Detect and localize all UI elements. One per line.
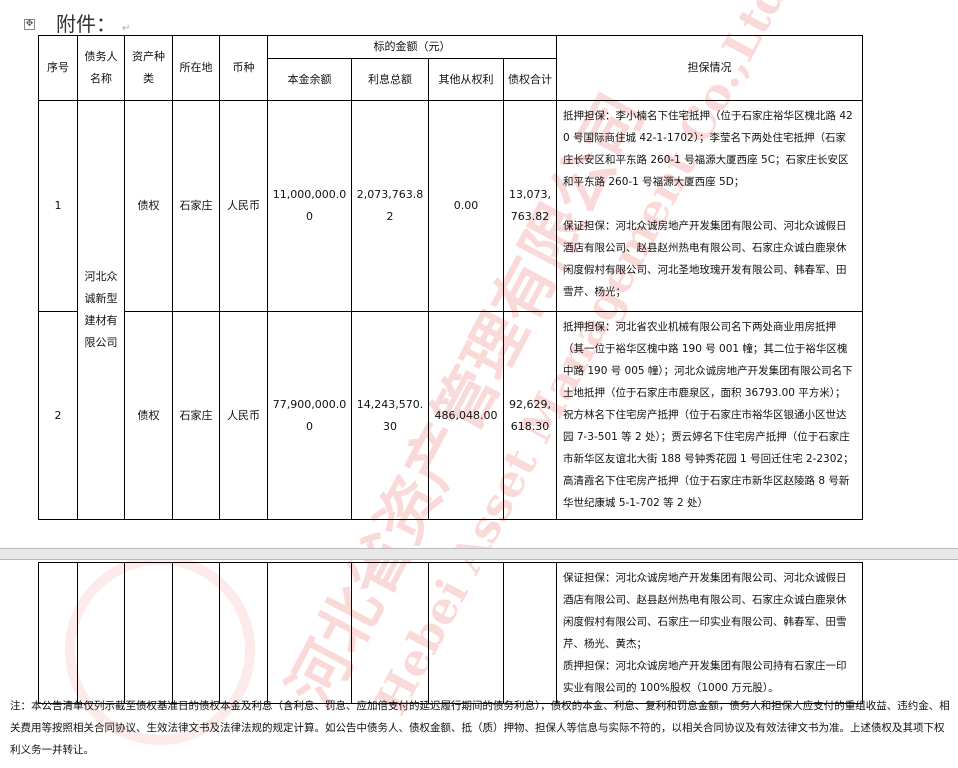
row-currency: 人民币: [219, 100, 268, 312]
row-guarantee-continued: 保证担保：河北众诚房地产开发集团有限公司、河北众诚假日酒店有限公司、赵县赵州热电…: [556, 562, 863, 704]
row-principal: 77,900,000.00: [267, 311, 352, 520]
row-total: 92,629,618.30: [503, 311, 557, 520]
row-location: 石家庄: [172, 100, 220, 312]
row-principal: 11,000,000.00: [267, 100, 352, 312]
debt-table: 序号 债务人名称 资产种类 所在地 币种 标的金额（元） 担保情况 本金余额 利…: [38, 35, 863, 520]
header-debtor: 债务人名称: [77, 35, 125, 101]
header-total: 债权合计: [503, 58, 557, 101]
header-guarantee: 担保情况: [556, 35, 863, 101]
table-row: 1 河北众诚新型建材有限公司 债权 石家庄 人民币 11,000,000.00 …: [38, 100, 863, 520]
debt-table-continued: 保证担保：河北众诚房地产开发集团有限公司、河北众诚假日酒店有限公司、赵县赵州热电…: [38, 562, 863, 704]
row-location: 石家庄: [172, 311, 220, 520]
row-asset-type: 债权: [124, 100, 173, 312]
row-currency: 人民币: [219, 311, 268, 520]
header-other: 其他从权利: [428, 58, 504, 101]
footnote: 注：本公告清单仅列示截至债权基准日的债权本金及利息（含利息、罚息、应加倍支付的延…: [10, 700, 950, 756]
row-other: 486,048.00: [428, 311, 504, 520]
table-row: 2 债权 石家庄 人民币 77,900,000.00 14,243,570.30…: [38, 311, 863, 520]
header-asset-type: 资产种类: [124, 35, 173, 101]
table-row: 保证担保：河北众诚房地产开发集团有限公司、河北众诚假日酒店有限公司、赵县赵州热电…: [38, 562, 863, 704]
header-principal: 本金余额: [267, 58, 352, 101]
header-amount-group: 标的金额（元）: [267, 35, 557, 59]
guarantee-surety: 保证担保：河北众诚房地产开发集团有限公司、河北众诚假日酒店有限公司、赵县赵州热电…: [563, 572, 847, 650]
table-move-handle[interactable]: ✥: [24, 19, 35, 30]
row-other: 0.00: [428, 100, 504, 312]
row-asset-type: 债权: [124, 311, 173, 520]
header-currency: 币种: [219, 35, 268, 101]
debtor-name: 河北众诚新型建材有限公司: [77, 100, 125, 520]
row-seq: 1: [38, 100, 78, 312]
row-guarantee: 抵押担保：河北省农业机械有限公司名下两处商业用房抵押（其一位于裕华区槐中路 19…: [556, 311, 863, 520]
header-seq: 序号: [38, 35, 78, 101]
guarantee-mortgage: 抵押担保：李小楠名下住宅抵押（位于石家庄裕华区槐北路 420 号国际商住城 42…: [563, 110, 853, 188]
header-interest: 利息总额: [351, 58, 429, 101]
guarantee-pledge: 质押担保：河北众诚房地产开发集团有限公司持有石家庄一印实业有限公司的 100%股…: [563, 660, 847, 694]
row-seq: 2: [38, 311, 78, 520]
row-interest: 14,243,570.30: [351, 311, 429, 520]
row-total: 13,073,763.82: [503, 100, 557, 312]
page-title: 附件： ↵: [56, 12, 131, 36]
page-break: [0, 548, 958, 560]
header-location: 所在地: [172, 35, 220, 101]
row-guarantee: 抵押担保：李小楠名下住宅抵押（位于石家庄裕华区槐北路 420 号国际商住城 42…: [556, 100, 863, 312]
row-interest: 2,073,763.82: [351, 100, 429, 312]
guarantee-mortgage: 抵押担保：河北省农业机械有限公司名下两处商业用房抵押（其一位于裕华区槐中路 19…: [563, 321, 854, 509]
guarantee-surety: 保证担保：河北众诚房地产开发集团有限公司、河北众诚假日酒店有限公司、赵县赵州热电…: [563, 220, 847, 298]
